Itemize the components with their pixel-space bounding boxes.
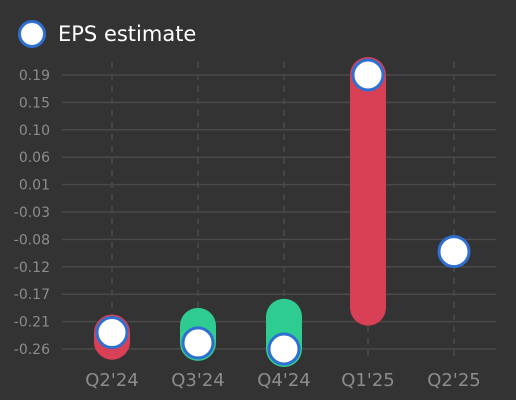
y-tick-label: -0.08 bbox=[14, 232, 50, 248]
x-tick-label: Q4'24 bbox=[257, 370, 310, 391]
legend-label: EPS estimate bbox=[58, 22, 197, 46]
y-tick-label: 0.19 bbox=[19, 68, 50, 84]
eps-estimate-point bbox=[437, 235, 471, 269]
eps-estimate-point bbox=[95, 316, 129, 350]
y-tick-label: 0.15 bbox=[19, 95, 50, 111]
x-tick-label: Q2'25 bbox=[427, 370, 480, 391]
y-tick-label: 0.01 bbox=[19, 178, 50, 194]
eps-estimate-point bbox=[267, 332, 301, 366]
y-tick-label: -0.26 bbox=[14, 342, 50, 358]
eps-estimate-point bbox=[351, 58, 385, 92]
y-tick-label: -0.12 bbox=[14, 260, 50, 276]
legend[interactable]: EPS estimate bbox=[18, 20, 196, 48]
x-tick-label: Q2'24 bbox=[85, 370, 138, 391]
legend-marker-icon bbox=[18, 20, 46, 48]
y-tick-label: -0.21 bbox=[14, 315, 50, 331]
x-tick-label: Q1'25 bbox=[341, 370, 394, 391]
y-tick-label: 0.10 bbox=[19, 123, 50, 139]
range-bar bbox=[350, 57, 386, 326]
y-tick-label: -0.17 bbox=[14, 287, 50, 303]
eps-estimate-point bbox=[181, 326, 215, 360]
x-tick-label: Q3'24 bbox=[171, 370, 224, 391]
y-tick-label: 0.06 bbox=[19, 150, 50, 166]
y-tick-label: -0.03 bbox=[14, 205, 50, 221]
